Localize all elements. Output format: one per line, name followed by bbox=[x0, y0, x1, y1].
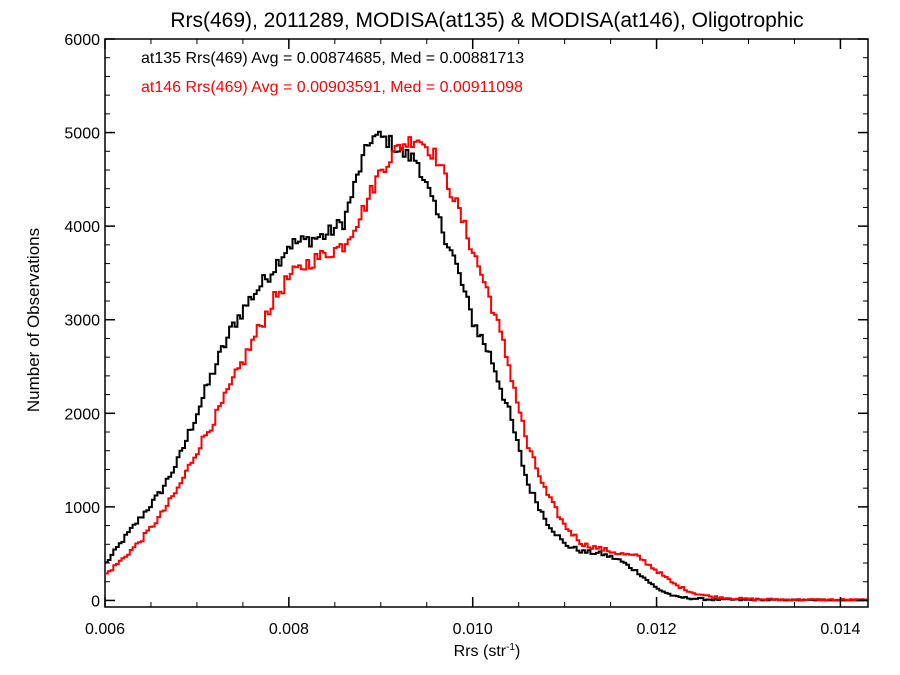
x-tick-label: 0.012 bbox=[637, 621, 677, 638]
x-axis-label: Rrs (str-1) bbox=[454, 642, 521, 660]
series-line-at146 bbox=[105, 136, 868, 602]
y-tick-label: 0 bbox=[91, 593, 100, 610]
x-tick-label: 0.006 bbox=[85, 621, 125, 638]
series-line-at135 bbox=[105, 130, 868, 602]
y-tick-label: 2000 bbox=[64, 406, 100, 423]
y-tick-label: 1000 bbox=[64, 500, 100, 517]
legend-entry-at135: at135 Rrs(469) Avg = 0.00874685, Med = 0… bbox=[141, 50, 524, 67]
plot-frame bbox=[104, 38, 869, 608]
x-axis-label-base: Rrs (str bbox=[454, 643, 507, 660]
y-tick-label: 3000 bbox=[64, 313, 100, 330]
x-axis-label-superscript: -1 bbox=[506, 642, 515, 653]
y-tick-label: 4000 bbox=[64, 219, 100, 236]
chart-title: Rrs(469), 2011289, MODISA(at135) & MODIS… bbox=[170, 9, 803, 32]
x-tick-label: 0.010 bbox=[453, 621, 493, 638]
x-tick-label: 0.014 bbox=[820, 621, 860, 638]
x-axis-label-close: ) bbox=[515, 643, 520, 660]
x-tick-label: 0.008 bbox=[269, 621, 309, 638]
legend-entry-at146: at146 Rrs(469) Avg = 0.00903591, Med = 0… bbox=[141, 79, 523, 96]
y-axis-label: Number of Observations bbox=[24, 228, 43, 412]
y-tick-label: 5000 bbox=[64, 126, 100, 143]
y-tick-label: 6000 bbox=[64, 32, 100, 49]
